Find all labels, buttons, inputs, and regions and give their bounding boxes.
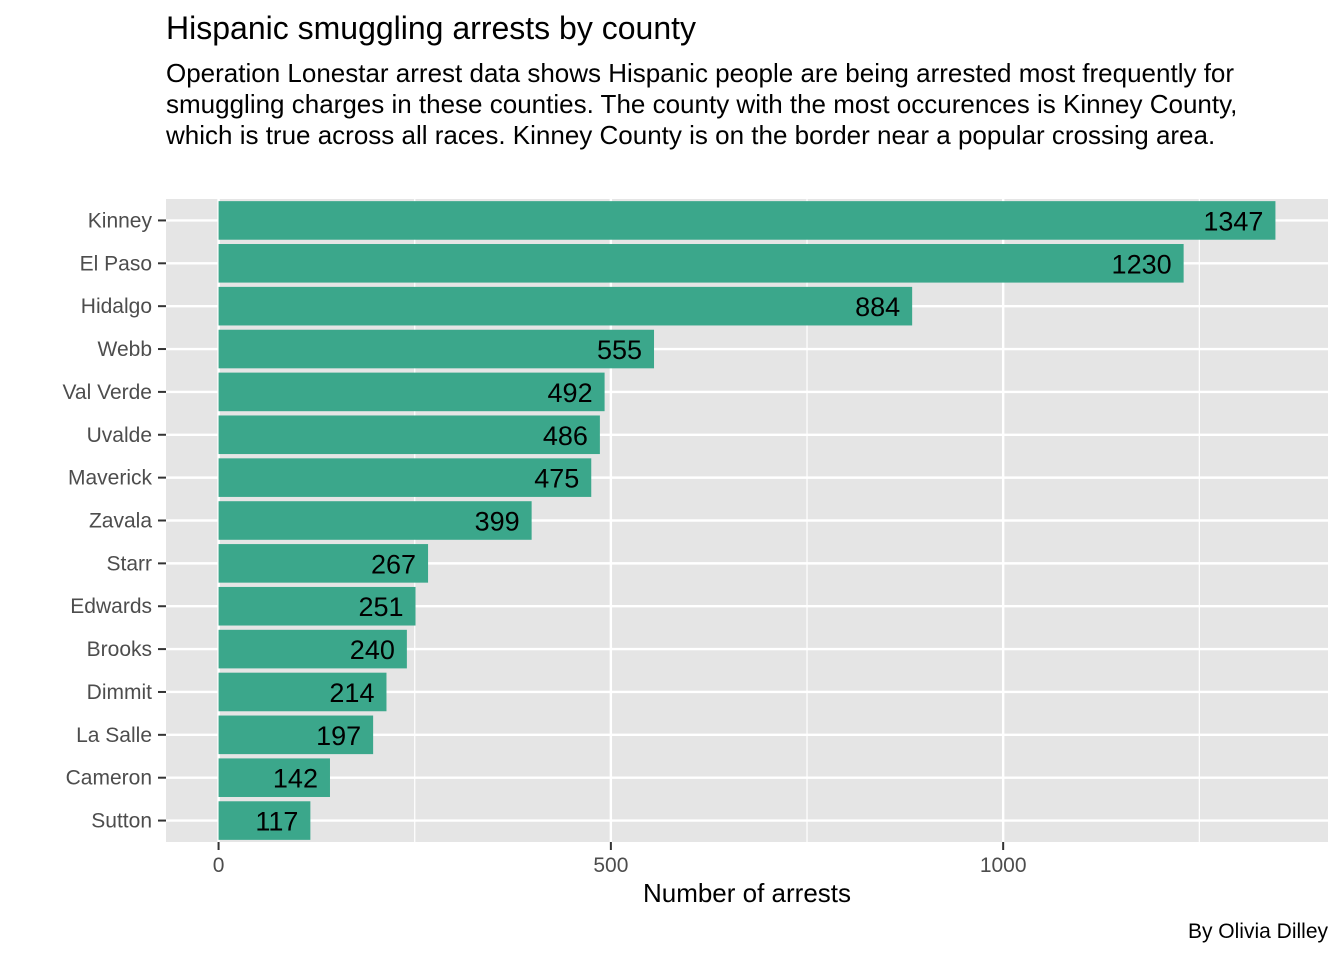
bar-value-label: 475 — [534, 464, 579, 494]
bar-value-label: 884 — [855, 292, 900, 322]
bar — [218, 586, 416, 626]
bar — [218, 801, 311, 840]
x-tick-label: 0 — [213, 854, 225, 877]
chart-subtitle: Operation Lonestar arrest data shows His… — [166, 58, 1238, 150]
bar — [218, 458, 592, 497]
bars — [218, 201, 1276, 840]
y-tick-label: Val Verde — [62, 381, 152, 404]
bar — [218, 415, 600, 455]
bar — [218, 715, 374, 755]
y-tick-label: Edwards — [70, 595, 152, 618]
y-tick-label: Uvalde — [87, 424, 152, 447]
y-tick-label: Zavala — [89, 510, 152, 533]
bar — [218, 629, 407, 669]
y-tick-label: Dimmit — [87, 681, 152, 704]
bar — [218, 372, 605, 412]
x-tick-label: 1000 — [980, 854, 1027, 877]
bar-value-label: 240 — [350, 635, 395, 665]
bar — [218, 329, 655, 369]
bar — [218, 244, 1184, 283]
y-tick-label: El Paso — [80, 252, 152, 275]
bar-value-label: 214 — [329, 678, 374, 708]
x-tick-label: 500 — [593, 854, 628, 877]
bar — [218, 672, 387, 712]
bar-value-label: 1230 — [1112, 249, 1172, 279]
y-tick-label: Kinney — [88, 209, 153, 232]
bar-value-label: 492 — [548, 378, 593, 408]
y-tick-label: Sutton — [91, 810, 152, 833]
bar — [218, 544, 429, 583]
y-tick-label: Hidalgo — [81, 295, 152, 318]
y-tick-label: Cameron — [66, 767, 152, 790]
bar-value-label: 1347 — [1203, 206, 1263, 236]
y-tick-label: La Salle — [76, 724, 152, 747]
y-tick-label: Webb — [98, 338, 152, 361]
bar-value-label: 486 — [543, 421, 588, 451]
bar-value-label: 142 — [273, 764, 318, 794]
bar-value-label: 117 — [255, 807, 298, 837]
bar-value-label: 251 — [358, 592, 403, 622]
x-axis: 0 500 1000 — [213, 842, 1027, 877]
chart-caption: By Olivia Dilley — [1187, 920, 1328, 943]
bar — [218, 201, 1276, 240]
bar — [218, 758, 330, 797]
bar-value-label: 267 — [371, 549, 416, 579]
chart-title: Hispanic smuggling arrests by county — [166, 10, 697, 46]
y-tick-label: Maverick — [68, 467, 153, 490]
y-tick-label: Brooks — [87, 638, 152, 661]
bar — [218, 501, 532, 540]
x-axis-title: Number of arrests — [643, 878, 851, 908]
y-tick-label: Starr — [106, 552, 152, 575]
y-axis: Kinney El Paso Hidalgo Webb Val Verde Uvalde M… — [62, 209, 166, 833]
bar-value-label: 197 — [316, 721, 361, 751]
bar-value-label: 555 — [597, 335, 642, 365]
bar-value-label: 399 — [475, 507, 520, 537]
bar — [218, 286, 913, 326]
